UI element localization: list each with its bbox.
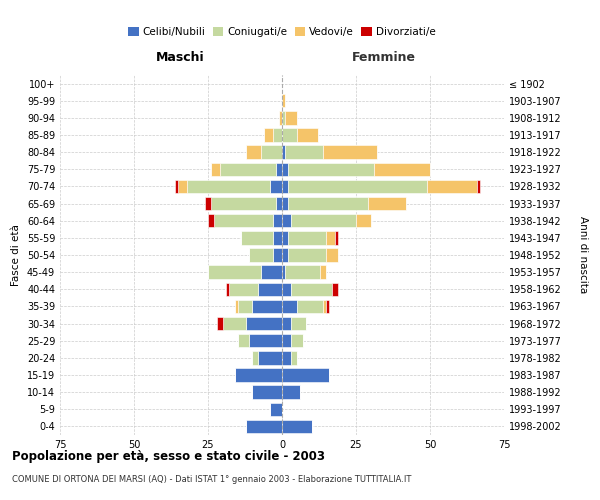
Bar xyxy=(282,231,288,244)
Bar xyxy=(253,386,282,399)
Bar xyxy=(297,300,323,313)
Bar xyxy=(235,368,282,382)
Text: Maschi: Maschi xyxy=(155,51,204,64)
Bar xyxy=(238,300,253,313)
Bar xyxy=(297,128,317,141)
Bar xyxy=(208,214,214,228)
Bar xyxy=(335,231,338,244)
Bar xyxy=(326,248,338,262)
Bar xyxy=(211,162,220,176)
Bar xyxy=(273,248,282,262)
Bar xyxy=(247,420,282,433)
Bar xyxy=(291,317,305,330)
Text: Femmine: Femmine xyxy=(352,51,416,64)
Bar xyxy=(291,282,332,296)
Bar xyxy=(226,282,229,296)
Bar xyxy=(273,231,282,244)
Bar xyxy=(229,282,259,296)
Bar xyxy=(282,317,291,330)
Bar xyxy=(288,180,427,193)
Bar xyxy=(241,231,273,244)
Bar xyxy=(323,146,377,159)
Bar xyxy=(261,146,282,159)
Bar xyxy=(288,162,374,176)
Bar xyxy=(250,248,273,262)
Bar xyxy=(211,197,276,210)
Y-axis label: Fasce di età: Fasce di età xyxy=(11,224,21,286)
Bar xyxy=(323,300,326,313)
Bar xyxy=(368,197,406,210)
Bar xyxy=(282,282,291,296)
Bar xyxy=(264,128,273,141)
Bar xyxy=(282,162,288,176)
Bar xyxy=(270,402,282,416)
Bar xyxy=(285,266,320,279)
Bar xyxy=(282,368,329,382)
Bar xyxy=(356,214,371,228)
Bar xyxy=(273,214,282,228)
Bar xyxy=(288,197,368,210)
Bar xyxy=(282,420,311,433)
Bar xyxy=(478,180,481,193)
Bar xyxy=(282,248,288,262)
Bar xyxy=(279,111,282,124)
Bar xyxy=(178,180,187,193)
Bar xyxy=(259,282,282,296)
Bar xyxy=(282,334,291,347)
Bar xyxy=(288,231,326,244)
Bar xyxy=(427,180,478,193)
Bar xyxy=(285,111,297,124)
Bar xyxy=(326,300,329,313)
Bar xyxy=(223,317,247,330)
Bar xyxy=(282,386,300,399)
Bar xyxy=(270,180,282,193)
Bar xyxy=(320,266,326,279)
Bar xyxy=(282,300,297,313)
Bar xyxy=(247,317,282,330)
Text: COMUNE DI ORTONA DEI MARSI (AQ) - Dati ISTAT 1° gennaio 2003 - Elaborazione TUTT: COMUNE DI ORTONA DEI MARSI (AQ) - Dati I… xyxy=(12,475,412,484)
Bar xyxy=(285,146,323,159)
Bar xyxy=(214,214,273,228)
Bar xyxy=(291,351,297,364)
Bar xyxy=(253,300,282,313)
Bar xyxy=(208,266,261,279)
Y-axis label: Anni di nascita: Anni di nascita xyxy=(578,216,589,294)
Bar xyxy=(282,214,291,228)
Bar xyxy=(273,128,282,141)
Bar xyxy=(205,197,211,210)
Bar xyxy=(282,146,285,159)
Bar xyxy=(250,334,282,347)
Bar xyxy=(261,266,282,279)
Bar xyxy=(276,197,282,210)
Bar xyxy=(238,334,250,347)
Bar xyxy=(217,317,223,330)
Text: Popolazione per età, sesso e stato civile - 2003: Popolazione per età, sesso e stato civil… xyxy=(12,450,325,463)
Bar xyxy=(259,351,282,364)
Bar xyxy=(253,351,259,364)
Bar xyxy=(276,162,282,176)
Bar xyxy=(282,128,297,141)
Bar xyxy=(247,146,261,159)
Bar xyxy=(282,94,285,108)
Bar xyxy=(235,300,238,313)
Legend: Celibi/Nubili, Coniugati/e, Vedovi/e, Divorziati/e: Celibi/Nubili, Coniugati/e, Vedovi/e, Di… xyxy=(124,22,440,41)
Bar xyxy=(282,351,291,364)
Bar xyxy=(282,111,285,124)
Bar xyxy=(288,248,326,262)
Bar xyxy=(326,231,335,244)
Bar xyxy=(332,282,338,296)
Bar xyxy=(220,162,276,176)
Bar xyxy=(282,197,288,210)
Bar xyxy=(187,180,270,193)
Bar xyxy=(282,180,288,193)
Bar xyxy=(282,266,285,279)
Bar xyxy=(291,214,356,228)
Bar xyxy=(175,180,178,193)
Bar xyxy=(374,162,430,176)
Bar xyxy=(291,334,303,347)
